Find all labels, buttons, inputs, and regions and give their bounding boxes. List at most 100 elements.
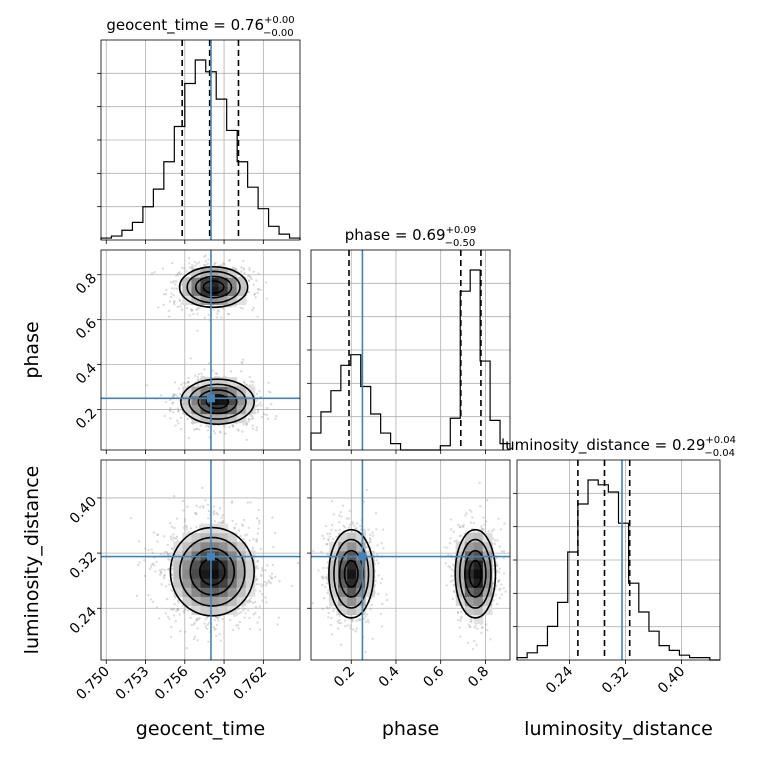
scatter-point bbox=[368, 533, 372, 537]
scatter-point bbox=[183, 520, 187, 523]
scatter-point bbox=[196, 427, 199, 431]
scatter-point bbox=[197, 261, 201, 264]
density-cell bbox=[455, 596, 466, 606]
scatter-point bbox=[359, 618, 362, 622]
scatter-point bbox=[256, 411, 260, 414]
scatter-point bbox=[149, 598, 153, 601]
scatter-point bbox=[174, 283, 177, 286]
scatter-point bbox=[165, 288, 168, 292]
density-cell bbox=[182, 587, 192, 597]
scatter-point bbox=[367, 528, 370, 531]
scatter-point bbox=[335, 613, 339, 616]
density-cell bbox=[455, 587, 466, 597]
density-cell bbox=[200, 277, 211, 287]
title-main: geocent_time = 0.76 bbox=[106, 16, 264, 35]
contour-line bbox=[458, 538, 492, 609]
scatter-point bbox=[469, 521, 473, 524]
scatter-point bbox=[248, 268, 251, 272]
density-cell bbox=[182, 532, 192, 543]
scatter-point bbox=[171, 533, 175, 536]
scatter-point bbox=[320, 575, 324, 578]
scatter-point bbox=[218, 507, 222, 510]
density-cell bbox=[218, 404, 229, 415]
scatter-point bbox=[255, 565, 259, 568]
scatter-point bbox=[459, 534, 463, 538]
scatter-point bbox=[169, 608, 173, 611]
scatter-point bbox=[204, 260, 207, 263]
scatter-point bbox=[180, 308, 184, 311]
scatter-point bbox=[204, 254, 207, 257]
density-cell bbox=[227, 286, 238, 296]
scatter-point bbox=[197, 383, 200, 387]
scatter-point bbox=[326, 566, 329, 570]
scatter-point bbox=[338, 520, 341, 524]
scatter-point bbox=[167, 568, 170, 571]
scatter-point bbox=[162, 574, 166, 578]
scatter-point bbox=[227, 313, 231, 316]
density-cell bbox=[227, 386, 238, 396]
scatter-point bbox=[355, 619, 358, 623]
grid-lines bbox=[101, 460, 300, 660]
scatter-point bbox=[258, 522, 261, 525]
scatter-point bbox=[261, 569, 264, 572]
scatter-point bbox=[137, 563, 140, 567]
scatter-point bbox=[217, 521, 220, 524]
density-cell bbox=[191, 295, 201, 306]
scatter-point bbox=[259, 401, 262, 405]
density-cell bbox=[200, 569, 211, 579]
grid-lines bbox=[311, 250, 510, 450]
scatter-point bbox=[188, 262, 191, 265]
scatter-point bbox=[212, 429, 215, 433]
scatter-point bbox=[264, 596, 267, 599]
scatter-point bbox=[207, 313, 210, 317]
scatter-point bbox=[376, 553, 379, 557]
scatter-point bbox=[250, 277, 253, 281]
scatter-point bbox=[188, 256, 191, 260]
scatter-point bbox=[248, 627, 252, 631]
scatter-point bbox=[471, 648, 475, 651]
title-main: luminosity_distance = 0.29 bbox=[501, 436, 705, 455]
scatter-point bbox=[151, 600, 155, 603]
scatter-point bbox=[175, 280, 178, 283]
scatter-point bbox=[260, 574, 263, 578]
scatter-point bbox=[154, 570, 157, 573]
scatter-point bbox=[252, 283, 256, 286]
scatter-point bbox=[346, 624, 349, 627]
density-cell bbox=[218, 277, 229, 287]
scatter-point bbox=[169, 553, 172, 556]
scatter-point bbox=[448, 566, 452, 569]
scatter-point bbox=[159, 570, 163, 573]
scatter-point bbox=[182, 509, 185, 512]
scatter-point bbox=[459, 617, 463, 620]
density-cell bbox=[338, 541, 348, 552]
scatter-point bbox=[192, 312, 195, 316]
scatter-point bbox=[256, 315, 259, 319]
scatter-point bbox=[326, 582, 329, 585]
scatter-point bbox=[257, 272, 260, 275]
scatter-point bbox=[376, 544, 379, 547]
scatter-point bbox=[331, 523, 334, 527]
scatter-point bbox=[188, 266, 192, 269]
scatter-point bbox=[322, 566, 325, 570]
scatter-point bbox=[487, 530, 490, 533]
scatter-point bbox=[208, 621, 211, 625]
scatter-point bbox=[324, 524, 328, 528]
density-cell bbox=[365, 550, 375, 561]
scatter-point bbox=[252, 306, 255, 310]
scatter-point bbox=[374, 512, 378, 515]
scatter-point bbox=[197, 618, 200, 621]
scatter-point bbox=[480, 631, 483, 634]
density-cell bbox=[182, 596, 192, 606]
density-cell bbox=[191, 541, 201, 552]
scatter-point bbox=[212, 509, 216, 513]
scatter-point bbox=[325, 606, 329, 609]
scatter-point bbox=[190, 309, 194, 313]
scatter-point bbox=[176, 305, 179, 308]
density-cell bbox=[365, 569, 375, 579]
scatter-point bbox=[256, 559, 260, 563]
density-cell bbox=[218, 395, 229, 406]
scatter-point bbox=[345, 517, 348, 520]
density-cell bbox=[182, 286, 192, 296]
scatter-point bbox=[185, 306, 188, 310]
scatter-point bbox=[203, 255, 206, 258]
